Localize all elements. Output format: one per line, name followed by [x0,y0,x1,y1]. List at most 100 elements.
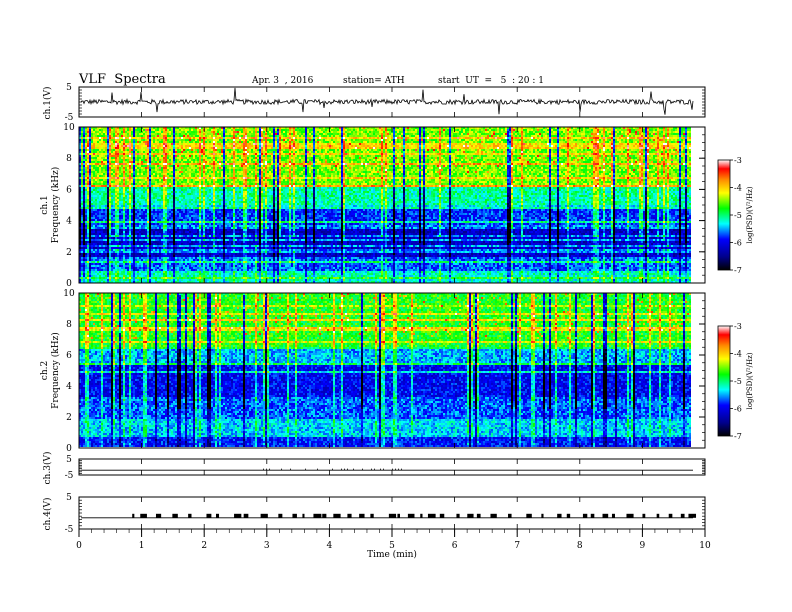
spectrogram-cell [255,139,257,141]
spectrogram-cell [175,131,177,133]
spectrogram-cell [239,139,241,141]
spectrogram-cell [379,133,381,135]
spectrogram-cell [345,139,347,141]
spectrogram-cell [197,131,199,133]
spectrogram-cell [313,131,315,133]
spectrogram-cell [423,129,425,131]
spectrogram-cell [415,137,417,139]
spectrogram-cell [93,145,95,147]
spectrogram-cell [559,129,561,131]
ytick-label: 6 [66,185,72,195]
spectrogram-cell [535,139,537,141]
spectrogram-cell [401,137,403,139]
spectrogram-cell [639,131,641,133]
spectrogram-cell [343,137,345,139]
spectrogram-cell [317,137,319,139]
spectrogram-cell [377,131,379,133]
spectrogram-cell [383,131,385,133]
spectrogram-cell [385,139,387,141]
spectrogram-cell [499,133,501,135]
spectrogram-cell [171,139,173,141]
spectrogram-cell [471,129,473,131]
spectrogram-cell [549,137,551,139]
spectrogram-cell [605,131,607,133]
spectrogram-cell [307,143,309,145]
spectrogram-cell [341,139,343,141]
spectrogram-cell [361,133,363,135]
spectrogram-cell [321,131,323,133]
spectrogram-cell [367,135,369,137]
spectrogram-cell [587,141,589,143]
spectrogram-cell [91,141,93,143]
spectrogram-cell [113,131,115,133]
spectrogram-cell [225,143,227,145]
spectrogram-cell [145,137,147,139]
spectrogram-cell [167,139,169,141]
spectrogram-cell [557,129,559,131]
spectrogram-cell [495,141,497,143]
ytick-label: 8 [66,154,72,164]
spectrogram-cell [593,131,595,133]
spectrogram-cell [83,133,85,135]
spectrogram-cell [325,131,327,133]
spectrogram-cell [85,137,87,139]
spectrogram-cell [331,139,333,141]
spectrogram-cell [511,135,513,137]
spectrogram-cell [157,137,159,139]
spectrogram-cell [225,137,227,139]
spectrogram-cell [445,137,447,139]
spectrogram-cell [275,137,277,139]
spectrogram-cell [427,129,429,131]
spectrogram-cell [601,133,603,135]
spectrogram-cell [505,129,507,131]
spectrogram-cell [93,141,95,143]
spectrogram-cell [539,137,541,139]
spectrogram-cell [127,137,129,139]
spectrogram-cell [339,129,341,131]
spectrogram-cell [183,141,185,143]
spectrogram-cell [559,139,561,141]
spectrogram-cell [635,131,637,133]
spectrogram-cell [155,131,157,133]
spectrogram-cell [449,129,451,131]
spectrogram-cell [397,131,399,133]
spectrogram-cell [381,135,383,137]
spectrogram-cell [447,141,449,143]
spectrogram-cell [585,129,587,131]
spectrogram-cell [565,133,567,135]
spectrogram-cell [117,141,119,143]
spectrogram-cell [589,131,591,133]
spectrogram-cell [609,129,611,131]
spectrogram-cell [219,135,221,137]
spectrogram-cell [501,131,503,133]
spectrogram-cell [605,135,607,137]
spectrogram-cell [617,131,619,133]
spectrogram-cell [311,143,313,145]
spectrogram-cell [561,131,563,133]
spectrogram-cell [169,131,171,133]
spectrogram-cell [549,139,551,141]
spectrogram-cell [315,133,317,135]
spectrogram-cell [237,129,239,131]
spectrogram-cell [385,141,387,143]
spectrogram-cell [289,143,291,145]
spectrogram-cell [163,143,165,145]
spectrogram-cell [287,141,289,143]
spectrogram-cell [91,143,93,145]
spectrogram-cell [571,143,573,145]
spectrogram-cell [141,143,143,145]
spectrogram-cell [621,141,623,143]
spectrogram-cell [419,139,421,141]
spectrogram-cell [551,143,553,145]
spectrogram-cell [519,139,521,141]
spectrogram-cell [163,139,165,141]
spectrogram-cell [387,131,389,133]
spectrogram-cell [225,135,227,137]
spectrogram-cell [231,137,233,139]
spectrogram-cell [105,137,107,139]
spectrogram-cell [633,133,635,135]
spectrogram-cell [233,133,235,135]
spectrogram-cell [479,139,481,141]
spectrogram-cell [193,139,195,141]
spectrogram-cell [217,133,219,135]
